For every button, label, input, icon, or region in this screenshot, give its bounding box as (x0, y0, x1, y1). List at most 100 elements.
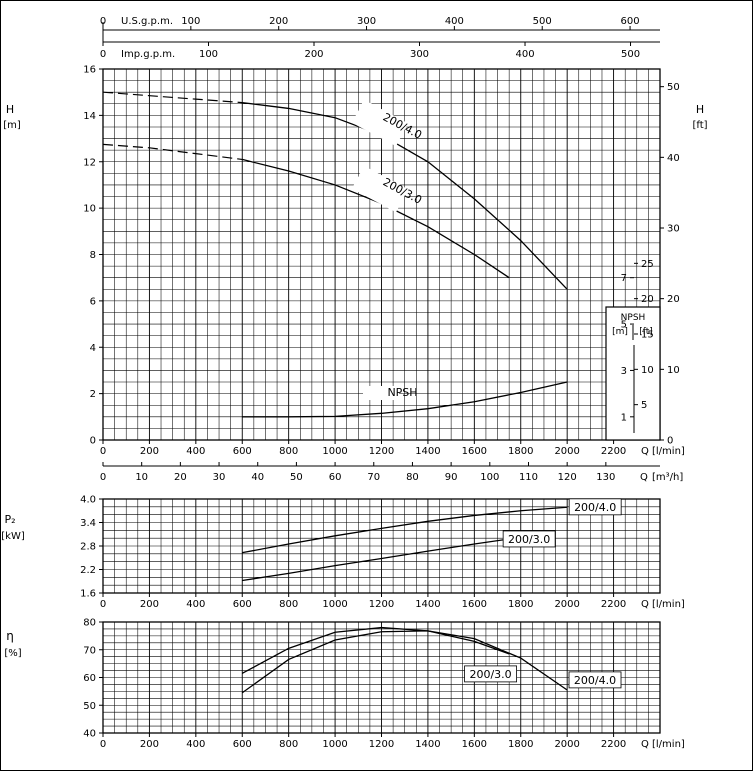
x-tick-label: 1600 (462, 739, 487, 750)
impgpm-tick-label: 200 (304, 49, 323, 60)
y-tick-label: 70 (83, 645, 96, 656)
x-tick-label: 1800 (508, 599, 533, 610)
y-tick-label: 2.8 (80, 542, 96, 553)
head-ft-axis-label: H (696, 103, 704, 116)
y-tick-label: 3.4 (80, 518, 96, 529)
npsh-m-tick-label: 3 (621, 366, 627, 377)
npsh-ft-tick-label: 5 (641, 400, 647, 411)
y-tick-label: 0 (90, 436, 96, 447)
m3h-tick-label: 70 (367, 472, 380, 483)
y-tick-label: 4.0 (80, 495, 96, 506)
ft-tick-label: 40 (667, 153, 680, 164)
x-tick-label: 2200 (601, 446, 626, 457)
series-line-200/4.0 (242, 101, 568, 290)
head-ft-axis-unit: [ft] (692, 120, 707, 131)
usgpm-tick-label: 200 (269, 16, 288, 27)
npsh-box-unit-m: [m] (612, 327, 628, 337)
m3h-tick-label: 0 (100, 472, 106, 483)
x-tick-label: 400 (186, 739, 205, 750)
npsh-ft-tick-label: 20 (641, 294, 654, 305)
x-tick-label: 200 (140, 739, 159, 750)
power-curve-label-200/3.0: 200/3.0 (508, 533, 550, 546)
x-tick-label: 0 (100, 739, 106, 750)
usgpm-tick-label: 400 (445, 16, 464, 27)
x-tick-label: 1600 (462, 599, 487, 610)
y-tick-label: 80 (83, 618, 96, 629)
m3h-tick-label: 20 (174, 472, 187, 483)
label-bg (363, 386, 399, 400)
npsh-ft-tick-label: 25 (641, 259, 654, 270)
x-tick-label: 1600 (462, 446, 487, 457)
y-tick-label: 2 (90, 389, 96, 400)
x-tick-label: 2000 (554, 739, 579, 750)
x-tick-label: 2000 (554, 446, 579, 457)
m3h-tick-label: 130 (596, 472, 615, 483)
x-axis-q-label: Q (641, 739, 649, 750)
usgpm-tick-label: 300 (357, 16, 376, 27)
x-tick-label: 1000 (322, 599, 347, 610)
x-tick-label: 0 (100, 599, 106, 610)
x-tick-label: 1000 (322, 739, 347, 750)
x-tick-label: 2200 (601, 599, 626, 610)
impgpm-label: Imp.g.p.m. (121, 49, 175, 60)
y-tick-label: 14 (83, 111, 96, 122)
label-bg (351, 99, 409, 147)
m3h-axis-label: [m³/h] (652, 472, 683, 483)
m3h-tick-label: 60 (329, 472, 342, 483)
y-tick-label: 1.6 (80, 589, 96, 600)
npsh-m-tick-label: 7 (621, 273, 627, 284)
ft-tick-label: 10 (667, 365, 680, 376)
usgpm-tick-label: 0 (100, 16, 106, 27)
x-tick-label: 1400 (415, 446, 440, 457)
usgpm-tick-label: 500 (533, 16, 552, 27)
power-curve-label-200/4.0: 200/4.0 (574, 501, 616, 514)
npsh-m-tick-label: 1 (621, 412, 627, 423)
m3h-tick-label: 120 (558, 472, 577, 483)
y-tick-label: 6 (90, 296, 96, 307)
m3h-tick-label: 50 (290, 472, 303, 483)
m3h-q-label: Q (640, 472, 648, 483)
x-axis-q-label: Q (641, 446, 649, 457)
npsh-ft-tick-label: 10 (641, 365, 654, 376)
series-dashed-200/4.0 (102, 91, 243, 104)
x-axis-q-label: Q (641, 599, 649, 610)
x-tick-label: 1400 (415, 739, 440, 750)
x-tick-label: 800 (279, 599, 298, 610)
eff-y-axis-unit: [%] (4, 648, 21, 659)
x-axis-label: [l/min] (652, 446, 685, 457)
x-tick-label: 1200 (369, 599, 394, 610)
impgpm-tick-label: 300 (410, 49, 429, 60)
npsh-box-title: NPSH (621, 313, 646, 323)
eff-y-axis-label: η (6, 629, 14, 643)
x-tick-label: 1400 (415, 599, 440, 610)
m3h-tick-label: 10 (135, 472, 148, 483)
ft-tick-label: 0 (667, 436, 673, 447)
impgpm-tick-label: 0 (100, 49, 106, 60)
series-line-NPSH (242, 381, 568, 418)
usgpm-tick-label: 100 (181, 16, 200, 27)
x-tick-label: 800 (279, 739, 298, 750)
x-tick-label: 600 (233, 446, 252, 457)
m3h-tick-label: 100 (480, 472, 499, 483)
y-tick-label: 50 (83, 701, 96, 712)
y-tick-label: 8 (90, 250, 96, 261)
curve-label-npsh: NPSH (387, 386, 417, 399)
label-bg (568, 498, 622, 516)
x-tick-label: 1000 (322, 446, 347, 457)
x-tick-label: 2200 (601, 739, 626, 750)
m3h-tick-label: 90 (445, 472, 458, 483)
m3h-tick-label: 110 (519, 472, 538, 483)
x-axis-label: [l/min] (652, 739, 685, 750)
power-y-axis-label: P₂ (4, 513, 15, 526)
eff-curve-label-200/3.0: 200/3.0 (469, 668, 511, 681)
series-line-200/4.0 (241, 630, 568, 694)
x-tick-label: 600 (233, 599, 252, 610)
y-tick-label: 16 (83, 65, 96, 76)
series-line-200/3.0 (242, 538, 510, 582)
m3h-tick-label: 40 (251, 472, 264, 483)
ft-tick-label: 50 (667, 82, 680, 93)
y-tick-label: 10 (83, 204, 96, 215)
npsh-box-unit-ft: [ft] (639, 327, 653, 337)
x-axis-label: [l/min] (652, 599, 685, 610)
